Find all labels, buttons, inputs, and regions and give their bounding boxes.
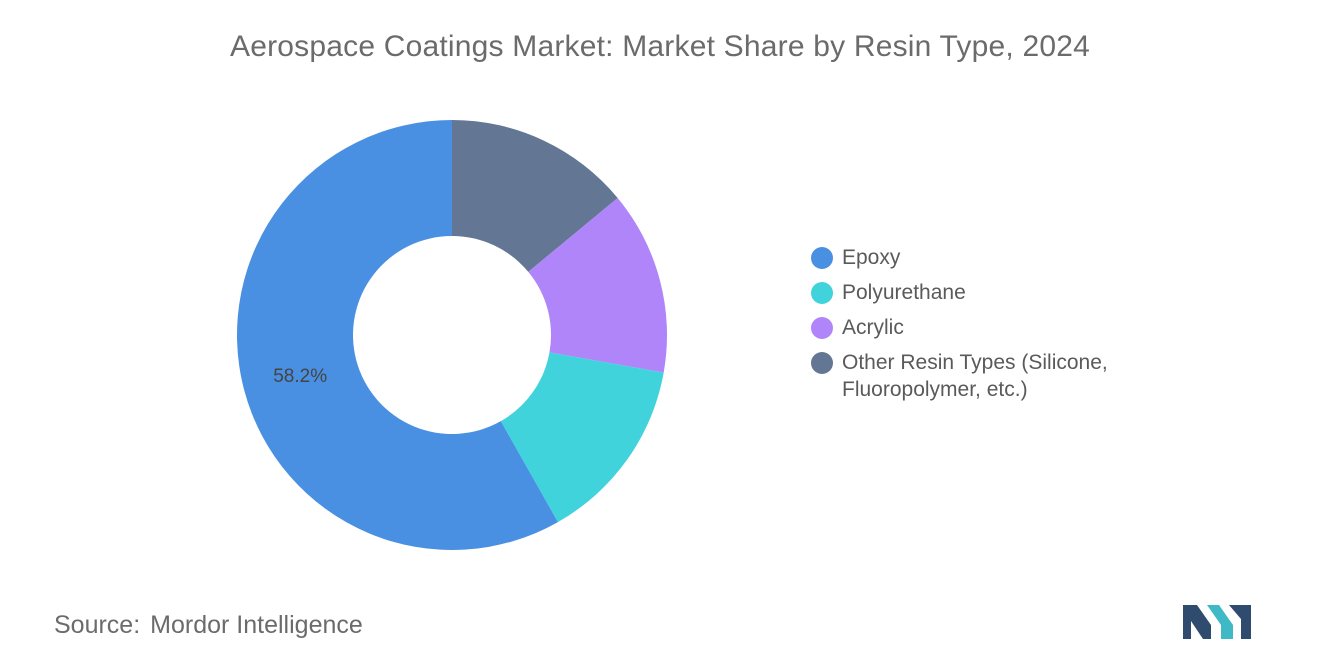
legend-item: Epoxy [811,244,1171,271]
mordor-intelligence-logo-icon [1183,605,1251,639]
slice-other [452,120,618,272]
legend-swatch [811,282,833,304]
source-prefix: Source: [54,611,141,639]
slice-epoxy [236,120,558,551]
legend-label: Acrylic [842,316,904,339]
legend-label: Polyurethane [842,281,966,304]
slice-label-epoxy: 58.2% [273,366,327,387]
legend-item: Acrylic [811,314,1171,341]
chart-title: Aerospace Coatings Market: Market Share … [229,30,1091,63]
slice-acrylic [528,197,667,373]
source-name: Mordor Intelligence [150,611,363,639]
slice-polyurethane [500,352,664,523]
legend-swatch [811,247,833,269]
donut-slices [236,120,667,551]
legend-item: Other Resin Types (Silicone, Fluoropolym… [811,349,1171,403]
legend-item: Polyurethane [811,279,1171,306]
chart-legend: Epoxy Polyurethane Acrylic Other Resin Type… [811,244,1171,411]
legend-swatch [811,352,833,374]
slice-labels: 58.2% [273,366,327,387]
legend-label: Epoxy [842,246,901,269]
legend-label: Other Resin Types (Silicone, Fluoropolym… [842,351,1108,401]
source-note: Source: Mordor Intelligence [54,611,363,640]
legend-swatch [811,317,833,339]
